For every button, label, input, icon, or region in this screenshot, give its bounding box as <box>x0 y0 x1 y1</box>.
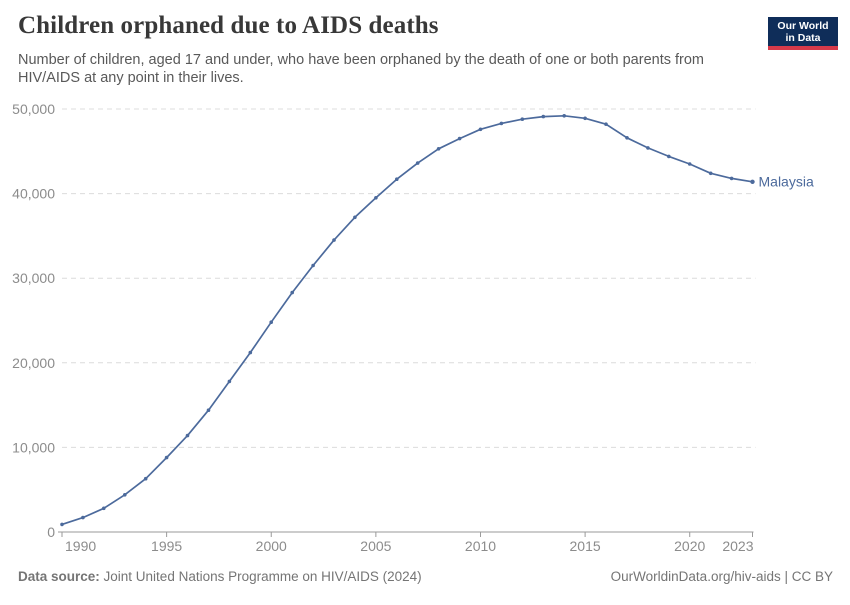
footer-link[interactable]: OurWorldinData.org/hiv-aids | CC BY <box>610 569 833 584</box>
data-point[interactable] <box>332 238 336 242</box>
data-point[interactable] <box>520 117 525 121</box>
data-point[interactable] <box>415 161 420 165</box>
data-source-text: Joint United Nations Programme on HIV/AI… <box>99 569 422 584</box>
data-point[interactable] <box>457 136 462 141</box>
data-point[interactable] <box>646 146 650 150</box>
data-point[interactable] <box>687 162 692 166</box>
data-point[interactable] <box>374 196 378 200</box>
data-source: Data source: Joint United Nations Progra… <box>18 569 422 584</box>
x-tick-label: 2005 <box>360 538 391 554</box>
data-point[interactable] <box>583 116 587 121</box>
data-point[interactable] <box>667 154 671 159</box>
data-source-label: Data source: <box>18 569 100 584</box>
y-tick-label: 20,000 <box>12 355 55 371</box>
data-point[interactable] <box>123 493 127 497</box>
owid-logo[interactable]: Our World in Data <box>768 17 838 50</box>
data-point[interactable] <box>562 114 566 118</box>
data-point[interactable] <box>60 522 64 527</box>
data-point[interactable] <box>708 171 713 176</box>
y-tick-label: 30,000 <box>12 270 55 286</box>
data-point[interactable] <box>729 176 734 181</box>
x-tick-label: 2020 <box>674 538 705 554</box>
data-point[interactable] <box>604 122 608 126</box>
data-point[interactable] <box>290 290 295 295</box>
x-tick-label: 2015 <box>570 538 601 554</box>
x-tick-label: 2023 <box>722 538 753 554</box>
data-point[interactable] <box>750 179 755 184</box>
chart-subtitle: Number of children, aged 17 and under, w… <box>18 52 705 86</box>
data-point[interactable] <box>311 263 315 268</box>
x-tick-label: 1995 <box>151 538 182 554</box>
data-point[interactable] <box>248 350 253 355</box>
data-point[interactable] <box>499 121 504 126</box>
x-tick-label: 1990 <box>65 538 96 554</box>
data-line <box>61 114 754 526</box>
data-point[interactable] <box>81 515 85 520</box>
data-point[interactable] <box>227 379 232 384</box>
x-tick-label: 2000 <box>256 538 287 554</box>
data-point[interactable] <box>353 215 357 220</box>
data-point[interactable] <box>164 455 169 460</box>
data-point[interactable] <box>269 320 274 325</box>
y-tick-label: 40,000 <box>12 186 55 202</box>
owid-logo-line1: Our World <box>777 19 829 32</box>
y-tick-label: 0 <box>47 524 55 540</box>
data-point[interactable] <box>478 127 483 132</box>
y-tick-label: 10,000 <box>12 439 55 455</box>
data-point[interactable] <box>206 408 211 413</box>
x-tick-label: 2010 <box>465 538 496 554</box>
data-point[interactable] <box>395 177 399 181</box>
owid-logo-line2: in Data <box>785 31 821 44</box>
data-point[interactable] <box>541 114 546 119</box>
data-point[interactable] <box>625 136 629 140</box>
page-title: Children orphaned due to AIDS deaths <box>18 12 439 39</box>
data-point[interactable] <box>102 506 106 511</box>
entity-label[interactable]: Malaysia <box>759 173 814 189</box>
data-point[interactable] <box>185 433 190 438</box>
y-tick-label: 50,000 <box>12 101 55 117</box>
data-point[interactable] <box>436 147 441 151</box>
data-point[interactable] <box>143 476 148 481</box>
